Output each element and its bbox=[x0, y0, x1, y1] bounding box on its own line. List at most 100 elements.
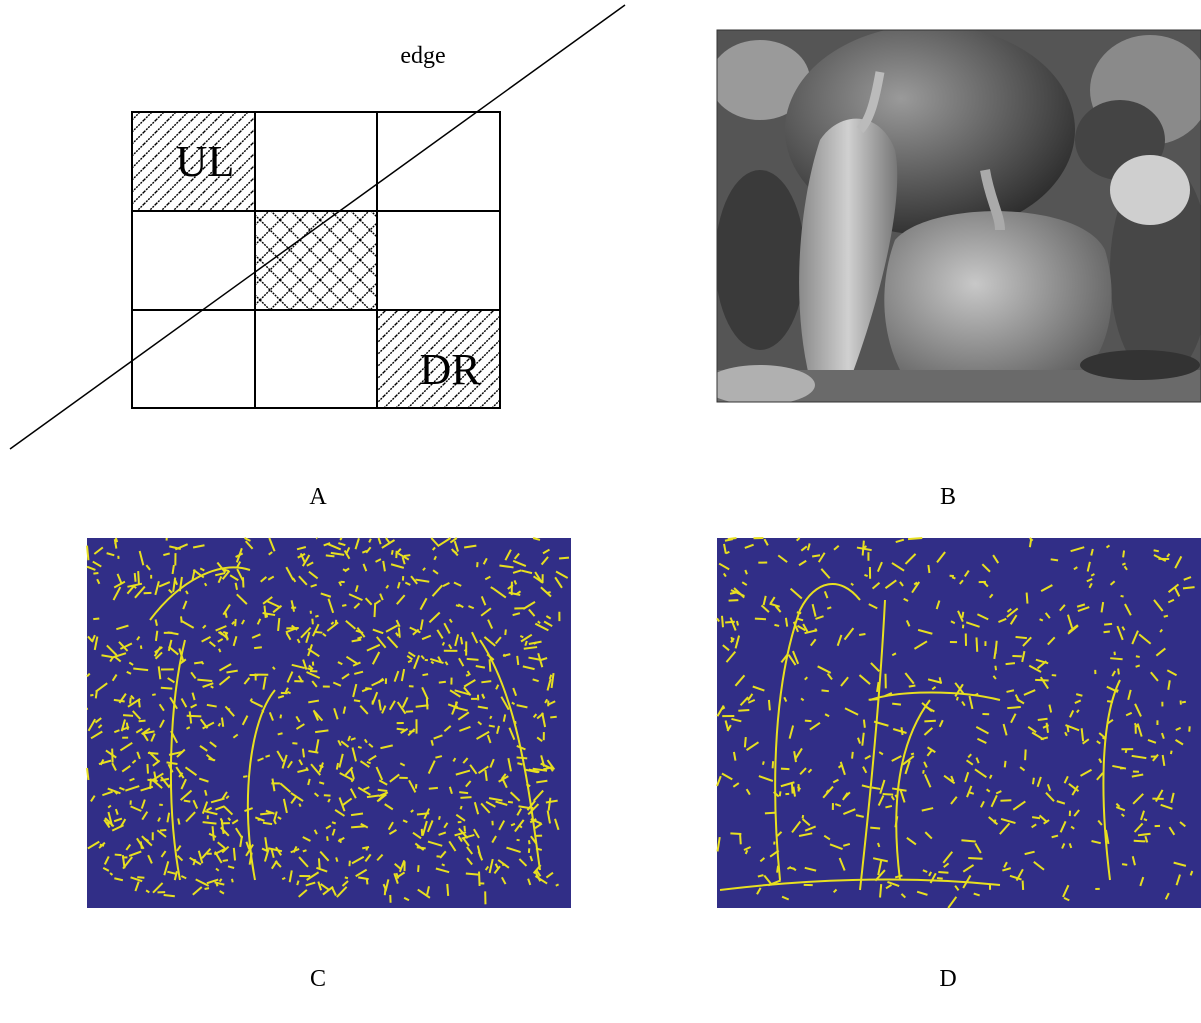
edge-segment bbox=[439, 682, 446, 683]
edge-segment bbox=[517, 840, 520, 841]
edge-segment bbox=[1005, 761, 1006, 767]
edge-segment bbox=[512, 702, 515, 704]
edge-segment bbox=[490, 716, 491, 719]
edge-segment bbox=[343, 569, 347, 570]
edge-segment bbox=[303, 749, 304, 758]
edge-segment bbox=[812, 555, 820, 556]
edge-segment bbox=[737, 621, 738, 625]
edge-segment bbox=[326, 555, 335, 556]
edge-segment bbox=[745, 737, 746, 747]
edge-segment bbox=[1117, 689, 1118, 692]
edge-segment bbox=[137, 877, 144, 878]
edge-segment bbox=[263, 823, 272, 824]
panel-label: D bbox=[939, 966, 956, 992]
edge-segment bbox=[1027, 593, 1028, 604]
edge-segment bbox=[336, 857, 337, 861]
edge-segment bbox=[1023, 881, 1024, 890]
edge-segment bbox=[342, 605, 346, 606]
edge-segment bbox=[147, 764, 148, 774]
edge-segment bbox=[123, 715, 133, 716]
edge-segment bbox=[1110, 658, 1122, 659]
edge-segment bbox=[1122, 563, 1125, 564]
edge-segment bbox=[367, 762, 371, 763]
edge-segment bbox=[223, 860, 228, 861]
edge-segment bbox=[517, 656, 518, 665]
edge-segment bbox=[961, 840, 975, 841]
edge-segment bbox=[358, 747, 361, 748]
edge-segment bbox=[173, 565, 174, 574]
edge-segment bbox=[250, 699, 252, 702]
edge-segment bbox=[365, 688, 371, 689]
edge-segment bbox=[316, 632, 323, 633]
edge-segment bbox=[730, 833, 741, 834]
edge-segment bbox=[327, 836, 328, 841]
edge-segment bbox=[213, 826, 214, 840]
edge-segment bbox=[1033, 778, 1034, 784]
edge-segment bbox=[447, 884, 448, 896]
edge-segment bbox=[178, 818, 179, 824]
panel-label: A bbox=[309, 484, 327, 510]
edge-segment bbox=[1164, 616, 1168, 617]
edge-segment bbox=[968, 858, 982, 859]
edge-segment bbox=[127, 723, 128, 730]
edge-segment bbox=[1032, 817, 1040, 818]
edge-segment bbox=[1030, 540, 1031, 548]
edge-segment bbox=[1121, 596, 1124, 597]
edge-segment bbox=[464, 826, 465, 831]
page: edge UL DR A B C D (() => { const data =… bbox=[0, 0, 1201, 1018]
edge-segment bbox=[774, 625, 779, 626]
edge-segment bbox=[911, 753, 914, 754]
edge-segment bbox=[892, 704, 901, 705]
edge-segment bbox=[909, 685, 916, 686]
edge-segment bbox=[345, 877, 348, 878]
edge-segment bbox=[995, 666, 996, 670]
edge-segment bbox=[417, 847, 426, 848]
edge-segment bbox=[559, 558, 569, 559]
edge-segment bbox=[1136, 665, 1140, 666]
edge-segment bbox=[211, 686, 214, 688]
edge-segment bbox=[156, 619, 157, 625]
edge-segment bbox=[1025, 749, 1026, 760]
edge-segment bbox=[417, 813, 429, 814]
edge-segment bbox=[924, 721, 935, 722]
edge-segment bbox=[397, 729, 405, 730]
edge-segment bbox=[205, 888, 209, 889]
edge-segment bbox=[427, 698, 428, 709]
edge-segment bbox=[461, 806, 462, 809]
edge-segment bbox=[870, 828, 880, 829]
edge-segment bbox=[115, 539, 116, 544]
edge-segment bbox=[461, 637, 462, 644]
edge-segment bbox=[952, 577, 955, 578]
edge-segment bbox=[265, 755, 269, 756]
edge-segment bbox=[821, 690, 828, 691]
edge-segment bbox=[722, 616, 723, 627]
edge-segment bbox=[351, 826, 365, 827]
edge-segment bbox=[87, 768, 88, 780]
edge-segment bbox=[1007, 707, 1021, 708]
edge-segment bbox=[164, 895, 175, 896]
edge-segment bbox=[422, 674, 428, 675]
edge-segment bbox=[1016, 637, 1027, 638]
edge-segment bbox=[280, 715, 281, 719]
edge-segment bbox=[205, 790, 206, 796]
edge-segment bbox=[87, 546, 88, 561]
edge-segment bbox=[139, 721, 146, 722]
edge-segment bbox=[508, 802, 513, 803]
edge-segment bbox=[883, 794, 894, 795]
edge-line bbox=[10, 5, 625, 449]
edge-segment bbox=[502, 864, 505, 865]
edge-segment bbox=[459, 792, 468, 793]
edge-segment bbox=[299, 804, 300, 807]
edge-segment bbox=[226, 613, 227, 618]
edge-segment bbox=[243, 776, 247, 777]
edge-segment bbox=[1047, 723, 1048, 733]
edge-segment bbox=[316, 538, 317, 539]
edge-segment bbox=[282, 878, 285, 879]
edge-segment bbox=[534, 642, 537, 643]
edge-segment bbox=[781, 769, 789, 770]
edge-segment bbox=[429, 788, 438, 789]
edge-segment bbox=[792, 784, 793, 794]
edge-segment bbox=[466, 874, 479, 875]
edge-segment bbox=[1103, 632, 1109, 633]
edge-segment bbox=[1144, 819, 1147, 820]
